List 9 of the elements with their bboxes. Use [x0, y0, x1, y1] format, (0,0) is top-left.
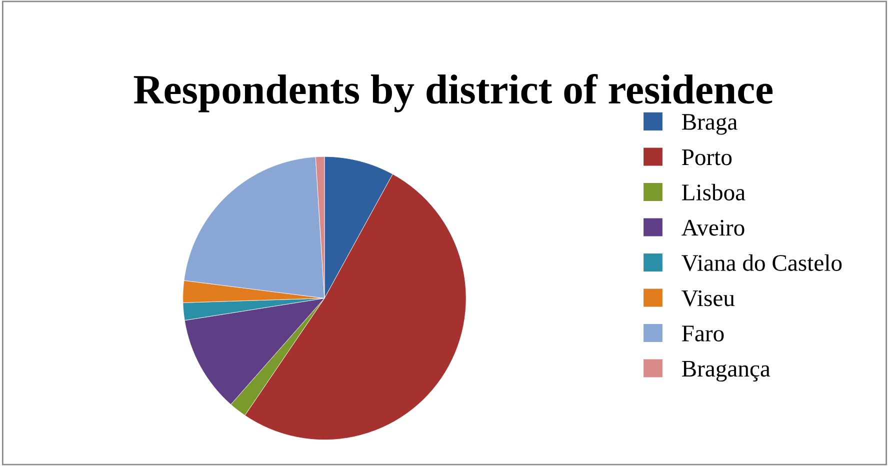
- legend-label: Faro: [682, 326, 724, 342]
- legend-label: Viana do Castelo: [682, 254, 842, 272]
- chart-title: Respondents by district of residence: [134, 74, 773, 112]
- legend-label: Lisboa: [682, 184, 746, 200]
- legend-label: Braga: [682, 114, 738, 135]
- legend-label: Bragança: [682, 361, 770, 382]
- legend-label: Aveiro: [682, 220, 744, 236]
- legend-label: Porto: [682, 149, 732, 166]
- legend-label: Viseu: [682, 290, 735, 306]
